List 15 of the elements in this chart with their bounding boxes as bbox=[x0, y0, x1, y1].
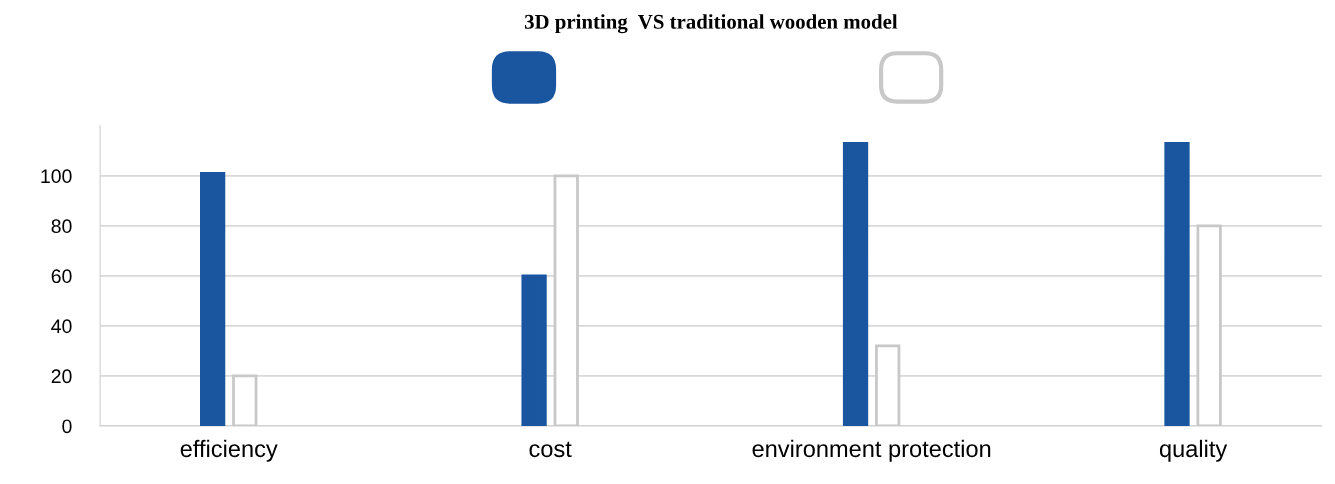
bar bbox=[1164, 141, 1190, 426]
x-tick-label: environment protection bbox=[752, 439, 991, 462]
bar bbox=[199, 171, 226, 426]
chart-title: 3D printing VS traditional wooden model bbox=[524, 14, 898, 34]
x-tick-label: quality bbox=[1159, 439, 1228, 462]
bar bbox=[842, 141, 869, 426]
x-tick-label: cost bbox=[529, 441, 572, 458]
y-tick-label: 40 bbox=[51, 319, 72, 334]
y-tick-label: 0 bbox=[62, 419, 72, 434]
y-tick-label: 100 bbox=[41, 169, 72, 184]
x-tick-label: efficiency bbox=[180, 439, 278, 462]
y-tick-label: 80 bbox=[51, 219, 72, 234]
bar bbox=[521, 274, 547, 426]
y-tick-label: 60 bbox=[51, 269, 72, 284]
y-tick-label: 20 bbox=[51, 369, 72, 384]
